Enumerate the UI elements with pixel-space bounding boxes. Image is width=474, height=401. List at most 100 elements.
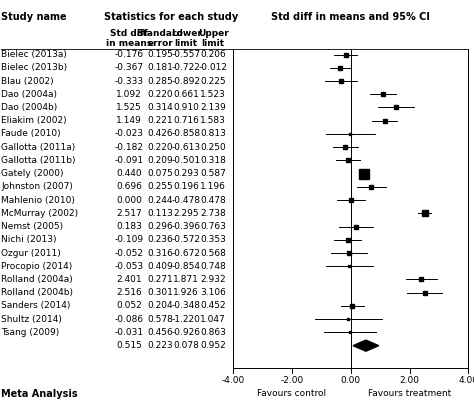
Text: 0.293: 0.293 [173,169,199,178]
Text: -1.220: -1.220 [172,315,201,324]
Text: 0.250: 0.250 [201,143,226,152]
Text: 0.515: 0.515 [116,341,142,350]
Text: 0.075: 0.075 [147,169,173,178]
Text: 0.204: 0.204 [147,302,173,310]
Text: 1.047: 1.047 [201,315,226,324]
Text: 0.221: 0.221 [147,116,173,125]
Text: -0.091: -0.091 [114,156,144,165]
Text: Lower
limit: Lower limit [171,29,202,48]
Text: -0.557: -0.557 [172,50,201,59]
Text: Standard
error: Standard error [137,29,183,48]
Text: -2.00: -2.00 [280,376,304,385]
Text: -0.109: -0.109 [114,235,144,244]
Text: 0.813: 0.813 [201,130,226,138]
Text: 0.271: 0.271 [147,275,173,284]
Text: 1.149: 1.149 [116,116,142,125]
Text: Gallotta (2011b): Gallotta (2011b) [1,156,76,165]
Text: -0.086: -0.086 [114,315,144,324]
Text: 0.196: 0.196 [173,182,199,191]
Text: 1.525: 1.525 [116,103,142,112]
Text: Study name: Study name [1,12,67,22]
Text: -0.613: -0.613 [172,143,201,152]
Text: -0.052: -0.052 [114,249,144,257]
Text: Bielec (2013b): Bielec (2013b) [1,63,68,72]
Text: 0.716: 0.716 [173,116,199,125]
Text: 2.139: 2.139 [201,103,226,112]
Text: 0.236: 0.236 [147,235,173,244]
Text: 0.285: 0.285 [147,77,173,85]
Text: 1.092: 1.092 [116,90,142,99]
Text: Rolland (2004a): Rolland (2004a) [1,275,73,284]
Text: 4.00: 4.00 [458,376,474,385]
Text: -0.572: -0.572 [172,235,201,244]
Text: -0.854: -0.854 [172,262,201,271]
Text: 3.106: 3.106 [201,288,226,297]
Text: -0.023: -0.023 [114,130,144,138]
Text: 0.578: 0.578 [147,315,173,324]
Text: -0.182: -0.182 [114,143,144,152]
Text: Statistics for each study: Statistics for each study [104,12,238,22]
Text: 0.763: 0.763 [201,222,226,231]
Text: 0.220: 0.220 [147,90,173,99]
Text: 0.206: 0.206 [201,50,226,59]
Text: 0.568: 0.568 [201,249,226,257]
Text: Gately (2000): Gately (2000) [1,169,64,178]
Text: Std diff in means and 95% CI: Std diff in means and 95% CI [271,12,430,22]
Text: Nichi (2013): Nichi (2013) [1,235,57,244]
Text: 0.314: 0.314 [147,103,173,112]
Text: 2.00: 2.00 [400,376,419,385]
Text: Procopio (2014): Procopio (2014) [1,262,73,271]
Text: Eliakim (2002): Eliakim (2002) [1,116,67,125]
Text: 2.516: 2.516 [116,288,142,297]
Text: 0.244: 0.244 [147,196,173,205]
Text: -0.348: -0.348 [172,302,201,310]
Text: 0.209: 0.209 [147,156,173,165]
Text: Std diff
in means: Std diff in means [106,29,152,48]
Text: -0.396: -0.396 [172,222,201,231]
Text: -0.012: -0.012 [199,63,228,72]
Text: 0.181: 0.181 [147,63,173,72]
Text: 2.295: 2.295 [173,209,199,218]
Text: -0.722: -0.722 [172,63,201,72]
Text: Favours control: Favours control [257,389,327,398]
Text: 1.196: 1.196 [201,182,226,191]
Text: 0.353: 0.353 [201,235,226,244]
Text: 0.863: 0.863 [201,328,226,337]
Text: 0.052: 0.052 [116,302,142,310]
Text: 0.426: 0.426 [147,130,173,138]
Text: Meta Analysis: Meta Analysis [1,389,78,399]
Text: Nemst (2005): Nemst (2005) [1,222,64,231]
Text: 0.409: 0.409 [147,262,173,271]
Text: McMurray (2002): McMurray (2002) [1,209,79,218]
Text: Dao (2004a): Dao (2004a) [1,90,57,99]
Text: 0.183: 0.183 [116,222,142,231]
Text: 2.738: 2.738 [201,209,226,218]
Text: Johnston (2007): Johnston (2007) [1,182,73,191]
Text: 0.910: 0.910 [173,103,199,112]
Text: 0.113: 0.113 [147,209,173,218]
Polygon shape [353,340,379,351]
Text: 0.078: 0.078 [173,341,199,350]
Text: 0.952: 0.952 [201,341,226,350]
Text: Bielec (2013a): Bielec (2013a) [1,50,67,59]
Text: Sanders (2014): Sanders (2014) [1,302,71,310]
Text: 0.318: 0.318 [201,156,226,165]
Text: Favours treatment: Favours treatment [368,389,451,398]
Text: 0.301: 0.301 [147,288,173,297]
Text: -4.00: -4.00 [221,376,245,385]
Text: 0.225: 0.225 [201,77,226,85]
Text: 0.452: 0.452 [201,302,226,310]
Text: 0.223: 0.223 [147,341,173,350]
Text: 0.316: 0.316 [147,249,173,257]
Text: -0.367: -0.367 [114,63,144,72]
Text: -0.501: -0.501 [172,156,201,165]
Text: 0.587: 0.587 [201,169,226,178]
Text: -0.031: -0.031 [114,328,144,337]
Text: 0.456: 0.456 [147,328,173,337]
Text: 0.296: 0.296 [147,222,173,231]
Text: 0.696: 0.696 [116,182,142,191]
Text: 1.871: 1.871 [173,275,199,284]
Text: -0.892: -0.892 [172,77,201,85]
Text: Mahlenio (2010): Mahlenio (2010) [1,196,75,205]
Text: 0.00: 0.00 [341,376,361,385]
